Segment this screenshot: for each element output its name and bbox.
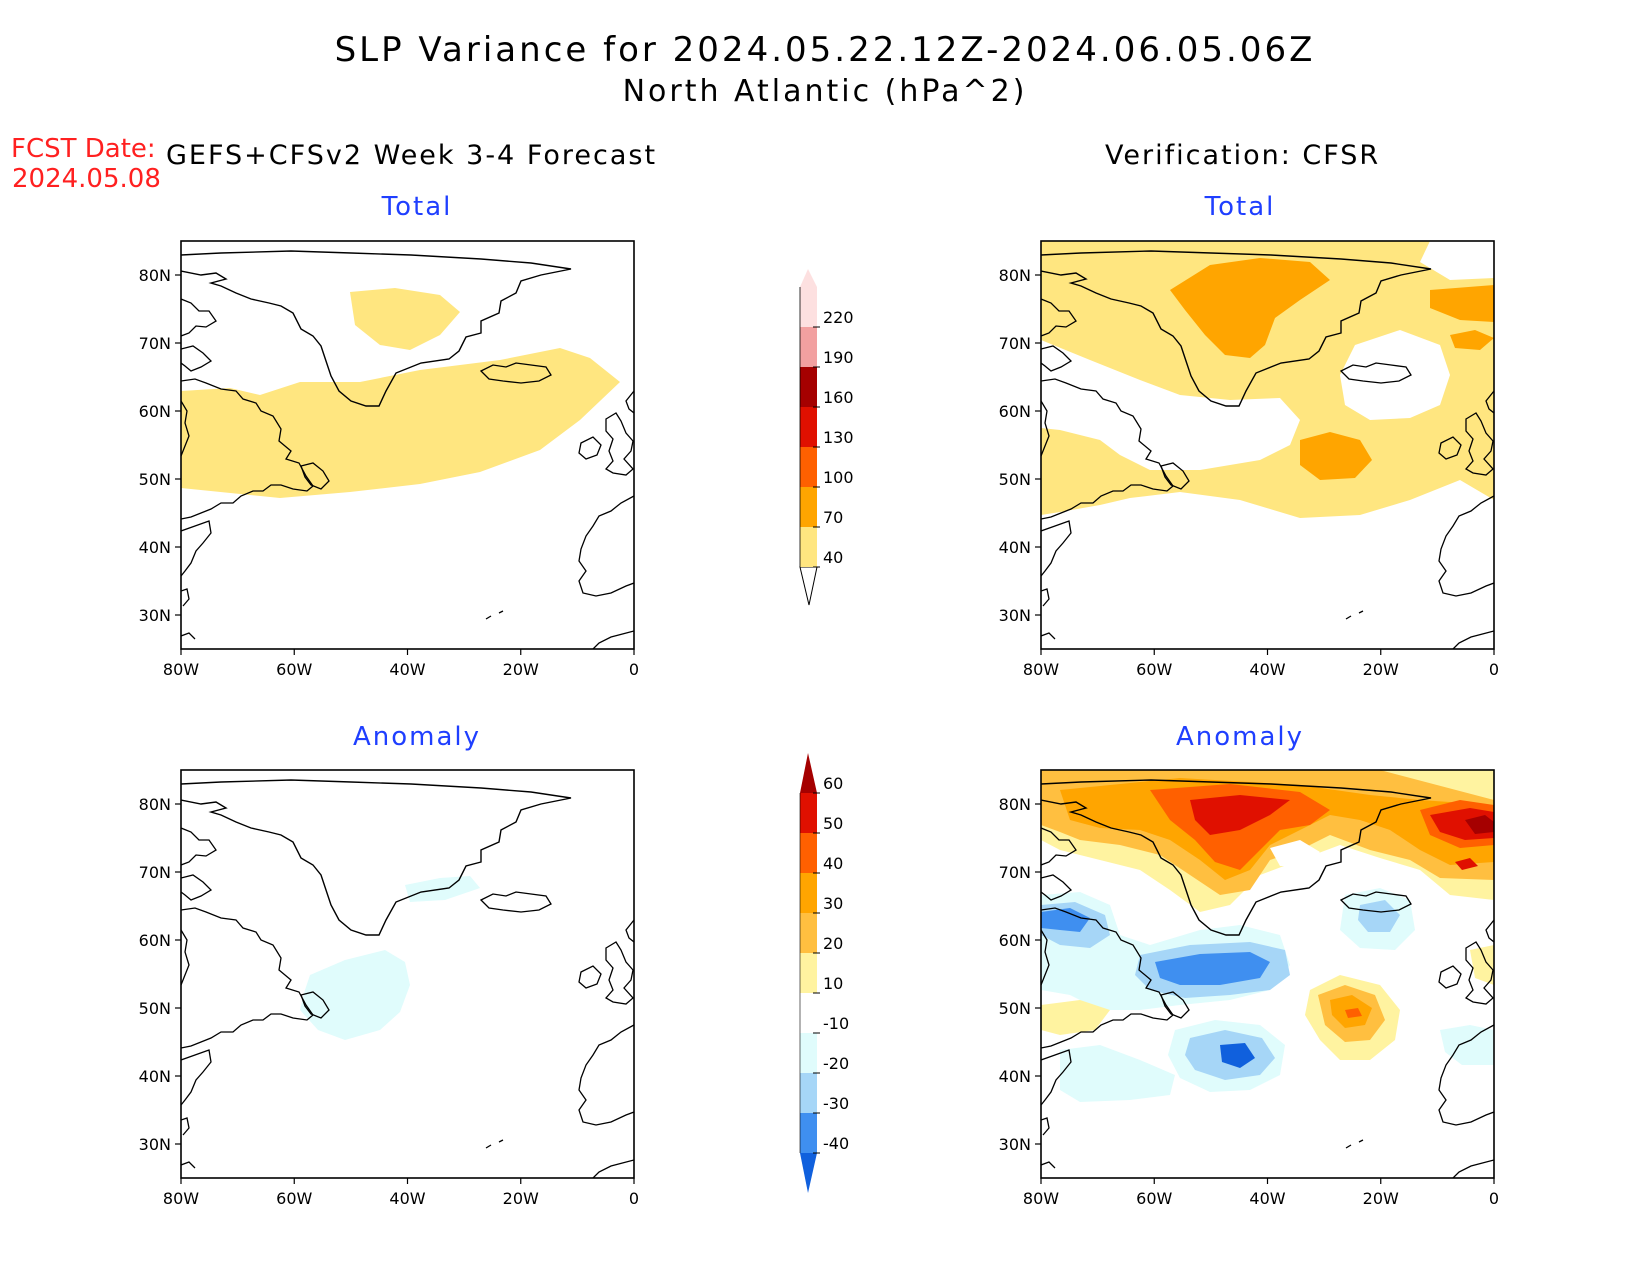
anomaly-colorbar: 60 50 40 30 20 10 -10 -20 -30 -40	[799, 753, 849, 1193]
lon-tick-label: 20W	[503, 1189, 539, 1208]
lat-tick-label: 70N	[139, 863, 171, 882]
lon-tick-label: 40W	[1249, 660, 1285, 679]
colorbar-bin	[800, 993, 817, 1033]
lon-tick-label: 80W	[163, 1189, 199, 1208]
colorbar-bin	[800, 1073, 817, 1113]
forecast-anomaly-title: Anomaly	[352, 722, 482, 752]
colorbar-bin	[800, 287, 817, 327]
lon-tick-label: 0	[1489, 1189, 1499, 1208]
lat-tick-label: 80N	[999, 795, 1031, 814]
colorbar-label: -30	[823, 1094, 849, 1113]
colorbar-label: 160	[823, 388, 854, 407]
lat-tick-label: 30N	[999, 1135, 1031, 1154]
colorbar-label: 70	[823, 508, 843, 527]
colorbar-label: 50	[823, 814, 843, 833]
colorbar-label: 130	[823, 428, 854, 447]
lon-tick-label: 20W	[503, 660, 539, 679]
lat-tick-label: 60N	[139, 402, 171, 421]
verification-total-title: Total	[1204, 192, 1276, 222]
map-axes: 80N 70N 60N 50N 40N 30N 80W 60W 40W 20W 0 80N 70N 60N…	[139, 266, 1499, 1208]
lon-tick-label: 80W	[1023, 1189, 1059, 1208]
colorbar-label: 10	[823, 974, 843, 993]
colorbar-lower-arrow	[800, 1153, 817, 1193]
colorbar-label: 30	[823, 894, 843, 913]
colorbar-bin	[800, 953, 817, 993]
lat-tick-label: 30N	[139, 1135, 171, 1154]
forecast-total-title: Total	[381, 192, 453, 222]
lat-tick-label: 60N	[999, 931, 1031, 950]
colorbar-bin	[800, 327, 817, 367]
lat-tick-label: 30N	[999, 606, 1031, 625]
colorbar-lower-arrow	[799, 566, 818, 606]
colorbar-bin	[800, 407, 817, 447]
colorbar-label: 60	[823, 774, 843, 793]
lat-tick-label: 50N	[139, 999, 171, 1018]
lon-tick-label: 80W	[1023, 660, 1059, 679]
colorbar-bin	[800, 1113, 817, 1153]
lat-tick-label: 50N	[139, 470, 171, 489]
lon-tick-label: 60W	[1136, 660, 1172, 679]
colorbar-label: -40	[823, 1134, 849, 1153]
lon-tick-label: 60W	[276, 1189, 312, 1208]
colorbar-upper-arrow	[800, 753, 817, 793]
verification-anomaly-field	[1041, 770, 1494, 1178]
lat-tick-label: 70N	[999, 863, 1031, 882]
forecast-anomaly-field	[181, 779, 634, 1178]
lat-tick-label: 80N	[139, 266, 171, 285]
chart-subtitle: North Atlantic (hPa^2)	[622, 74, 1028, 109]
colorbar-label: 20	[823, 934, 843, 953]
colorbar-label: 40	[823, 854, 843, 873]
lon-tick-label: 0	[629, 1189, 639, 1208]
lat-tick-label: 70N	[999, 334, 1031, 353]
lat-tick-label: 40N	[139, 538, 171, 557]
total-colorbar: 40 70 100 130 160 190 220	[799, 269, 854, 606]
lat-tick-label: 80N	[139, 795, 171, 814]
colorbar-bin	[800, 793, 817, 833]
colorbar-upper-arrow	[800, 269, 817, 287]
verification-anomaly-title: Anomaly	[1175, 722, 1305, 752]
lon-tick-label: 60W	[1136, 1189, 1172, 1208]
colorbar-bin	[800, 873, 817, 913]
colorbar-label: 100	[823, 468, 854, 487]
lon-tick-label: 60W	[276, 660, 312, 679]
lat-tick-label: 70N	[139, 334, 171, 353]
colorbar-label: -20	[823, 1054, 849, 1073]
forecast-total-field	[181, 250, 634, 649]
lat-tick-label: 40N	[139, 1067, 171, 1086]
lat-tick-label: 80N	[999, 266, 1031, 285]
colorbar-bin	[800, 367, 817, 407]
fcst-date-label: FCST Date:	[11, 134, 156, 164]
verification-total-field	[1041, 241, 1494, 649]
colorbar-bin	[800, 1033, 817, 1073]
colorbar-label: 40	[823, 548, 843, 567]
colorbar-bin	[800, 487, 817, 527]
verification-heading: Verification: CFSR	[1105, 140, 1381, 171]
lat-tick-label: 40N	[999, 1067, 1031, 1086]
colorbar-label: -10	[823, 1014, 849, 1033]
lat-tick-label: 50N	[999, 470, 1031, 489]
lat-tick-label: 30N	[139, 606, 171, 625]
lat-tick-label: 50N	[999, 999, 1031, 1018]
forecast-heading: GEFS+CFSv2 Week 3-4 Forecast	[166, 140, 658, 171]
lon-tick-label: 40W	[1249, 1189, 1285, 1208]
colorbar-bin	[800, 447, 817, 487]
colorbar-label: 220	[823, 308, 854, 327]
colorbar-bin	[800, 527, 817, 567]
lon-tick-label: 80W	[163, 660, 199, 679]
lon-tick-label: 0	[629, 660, 639, 679]
lat-tick-label: 60N	[139, 931, 171, 950]
lon-tick-label: 40W	[389, 1189, 425, 1208]
fcst-date-value: 2024.05.08	[12, 164, 161, 194]
lat-tick-label: 60N	[999, 402, 1031, 421]
lat-tick-label: 40N	[999, 538, 1031, 557]
colorbar-bin	[800, 913, 817, 953]
lon-tick-label: 20W	[1363, 660, 1399, 679]
colorbar-bin	[800, 833, 817, 873]
lon-tick-label: 0	[1489, 660, 1499, 679]
colorbar-label: 190	[823, 348, 854, 367]
chart-title: SLP Variance for 2024.05.22.12Z-2024.06.…	[334, 30, 1316, 70]
lon-tick-label: 40W	[389, 660, 425, 679]
lon-tick-label: 20W	[1363, 1189, 1399, 1208]
